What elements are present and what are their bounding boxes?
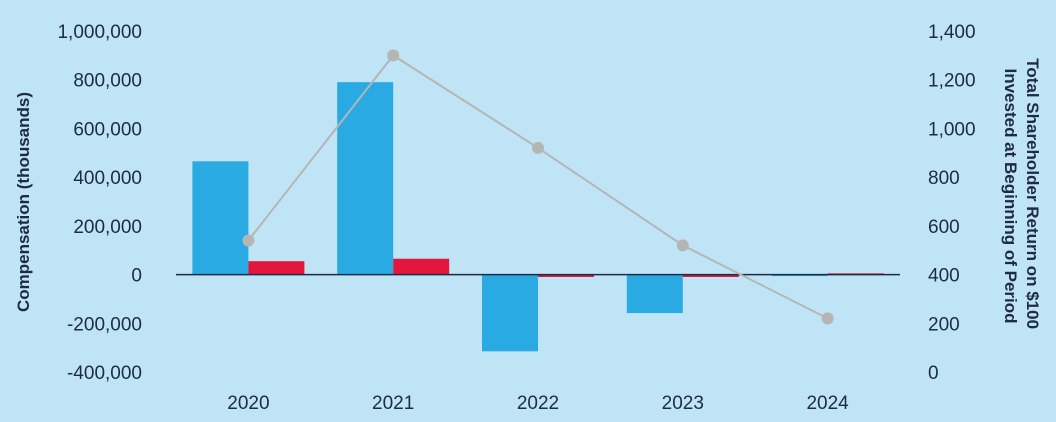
x-tick-label: 2020 (227, 393, 269, 414)
bar-series-2-2022 (538, 274, 594, 278)
bars-layer (192, 82, 884, 352)
right-axis-ticks: 1,400 1,200 1,000 800 600 400 200 0 (928, 22, 976, 384)
left-tick-label: 600,000 (73, 119, 142, 140)
bar-series-1-2021 (337, 82, 394, 275)
line-point-2020 (242, 234, 255, 247)
right-tick-label: 600 (928, 217, 960, 238)
bar-series-1-2023 (626, 274, 683, 314)
right-tick-label: 1,400 (928, 22, 976, 43)
left-tick-label: 1,000,000 (57, 22, 142, 43)
left-tick-label: -200,000 (67, 314, 142, 335)
y2-axis-title-line-2: Invested at Beginning of Period (1001, 68, 1020, 323)
line-point-2022 (532, 141, 544, 154)
right-tick-label: 1,200 (928, 71, 976, 92)
right-tick-label: 800 (928, 168, 960, 189)
right-tick-label: 400 (928, 266, 960, 287)
bar-series-2-2020 (248, 261, 305, 275)
line-layer (242, 49, 834, 325)
x-tick-label: 2023 (662, 393, 704, 414)
line-point-2024 (821, 312, 834, 325)
left-tick-label: 200,000 (73, 217, 142, 238)
bar-series-2-2023 (682, 274, 739, 278)
left-tick-label: -400,000 (67, 363, 142, 384)
right-tick-label: 0 (928, 363, 939, 384)
bar-series-1-2022 (482, 274, 538, 352)
line-point-2023 (676, 239, 689, 252)
line-point-2021 (387, 49, 400, 62)
bar-series-1-2020 (192, 161, 249, 275)
x-tick-label: 2022 (517, 393, 559, 414)
bar-series-2-2021 (393, 258, 450, 275)
left-tick-label: 800,000 (73, 71, 142, 92)
right-tick-label: 200 (928, 314, 960, 335)
right-tick-label: 1,000 (928, 119, 976, 140)
left-tick-label: 400,000 (73, 168, 142, 189)
x-tick-label: 2024 (806, 393, 849, 414)
x-tick-label: 2021 (372, 393, 414, 414)
y2-axis-title-line-1: Total Shareholder Return on $100 (1023, 58, 1042, 329)
x-axis-ticks: 2020 2021 2022 2023 2024 (227, 393, 849, 414)
left-axis-ticks: 1,000,000 800,000 600,000 400,000 200,000 0 -2… (57, 22, 142, 384)
left-tick-label: 0 (131, 266, 142, 287)
y-axis-title: Compensation (thousands) (14, 92, 33, 312)
y2-axis-title: Total Shareholder Return on $100 Investe… (1001, 58, 1042, 334)
